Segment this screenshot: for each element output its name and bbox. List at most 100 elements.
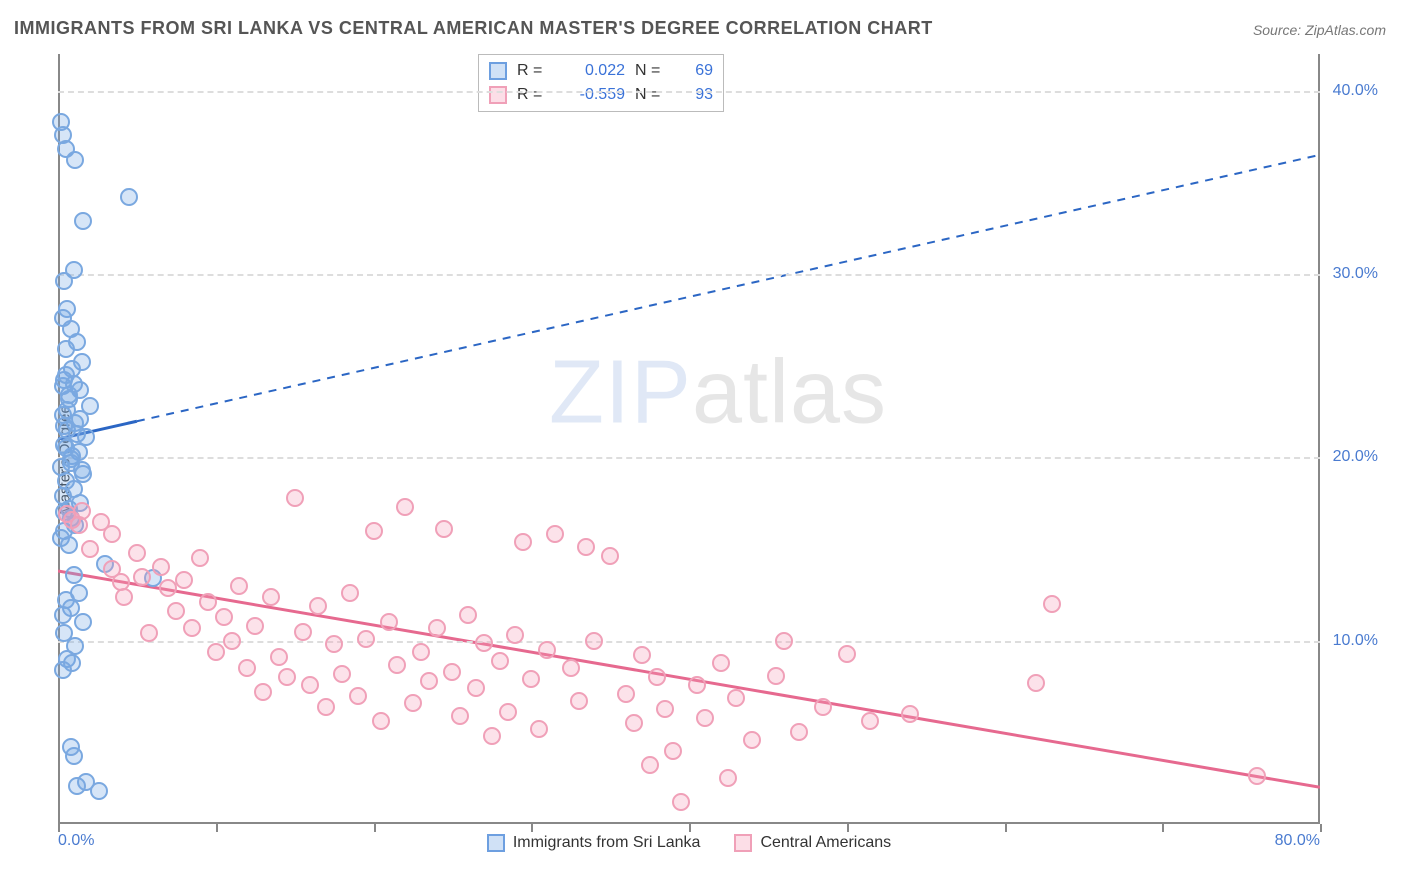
scatter-point [1027, 674, 1045, 692]
y-tick-label: 40.0% [1333, 82, 1378, 100]
scatter-point [262, 588, 280, 606]
scatter-point [648, 668, 666, 686]
y-tick-label: 30.0% [1333, 265, 1378, 283]
scatter-point [435, 520, 453, 538]
scatter-point [743, 731, 761, 749]
scatter-point [790, 723, 808, 741]
scatter-point [767, 667, 785, 685]
x-tick [531, 824, 533, 832]
scatter-point [71, 410, 89, 428]
scatter-point [412, 643, 430, 661]
scatter-point [838, 645, 856, 663]
scatter-point [388, 656, 406, 674]
scatter-point [115, 588, 133, 606]
x-tick [1320, 824, 1322, 832]
scatter-point [246, 617, 264, 635]
scatter-point [341, 584, 359, 602]
x-tick [1162, 824, 1164, 832]
scatter-point [140, 624, 158, 642]
scatter-point [396, 498, 414, 516]
scatter-point [570, 692, 588, 710]
grid-line [58, 274, 1320, 276]
legend-swatch [489, 86, 507, 104]
scatter-point [74, 212, 92, 230]
legend-label: Central Americans [760, 834, 891, 852]
x-tick-label-max: 80.0% [1275, 832, 1320, 850]
scatter-point [286, 489, 304, 507]
scatter-point [380, 613, 398, 631]
scatter-point [404, 694, 422, 712]
source-label: Source: ZipAtlas.com [1253, 22, 1386, 38]
watermark: ZIPatlas [549, 341, 887, 444]
scatter-point [459, 606, 477, 624]
scatter-point [428, 619, 446, 637]
scatter-point [357, 630, 375, 648]
scatter-point [133, 568, 151, 586]
bottom-legend: Immigrants from Sri Lanka Central America… [58, 834, 1320, 852]
stats-box: R =0.022N =69R =-0.559N =93 [478, 54, 724, 112]
scatter-point [81, 540, 99, 558]
scatter-point [215, 608, 233, 626]
scatter-point [55, 417, 73, 435]
grid-line [58, 91, 1320, 93]
scatter-point [546, 525, 564, 543]
scatter-point [814, 698, 832, 716]
scatter-point [199, 593, 217, 611]
scatter-point [775, 632, 793, 650]
scatter-point [325, 635, 343, 653]
y-tick-label: 10.0% [1333, 632, 1378, 650]
scatter-point [191, 549, 209, 567]
scatter-point [901, 705, 919, 723]
scatter-point [333, 665, 351, 683]
scatter-point [62, 738, 80, 756]
scatter-point [128, 544, 146, 562]
x-tick [58, 824, 60, 832]
page-title: IMMIGRANTS FROM SRI LANKA VS CENTRAL AME… [14, 18, 933, 39]
scatter-point [230, 577, 248, 595]
stat-n-label: N = [635, 86, 669, 104]
scatter-point [175, 571, 193, 589]
scatter-point [55, 272, 73, 290]
y2-axis [1318, 54, 1320, 824]
scatter-point [54, 661, 72, 679]
scatter-point [625, 714, 643, 732]
scatter-point [309, 597, 327, 615]
stat-n-value: 69 [679, 62, 713, 80]
scatter-point [712, 654, 730, 672]
stat-n-label: N = [635, 62, 669, 80]
scatter-point [719, 769, 737, 787]
scatter-point [278, 668, 296, 686]
scatter-point [499, 703, 517, 721]
legend-swatch [489, 62, 507, 80]
scatter-point [183, 619, 201, 637]
x-tick [374, 824, 376, 832]
legend-item: Immigrants from Sri Lanka [487, 834, 701, 852]
scatter-point [727, 689, 745, 707]
stat-r-label: R = [517, 86, 551, 104]
legend-item: Central Americans [734, 834, 891, 852]
scatter-point [420, 672, 438, 690]
scatter-point [861, 712, 879, 730]
scatter-point [1043, 595, 1061, 613]
scatter-point [522, 670, 540, 688]
stat-n-value: 93 [679, 86, 713, 104]
scatter-point [238, 659, 256, 677]
scatter-point [585, 632, 603, 650]
plot-area: ZIPatlas R =0.022N =69R =-0.559N =93 Imm… [58, 54, 1378, 824]
scatter-point [60, 536, 78, 554]
scatter-point [538, 641, 556, 659]
stat-r-label: R = [517, 62, 551, 80]
scatter-point [167, 602, 185, 620]
chart-container: Master's Degree ZIPatlas R =0.022N =69R … [14, 50, 1392, 870]
scatter-point [270, 648, 288, 666]
scatter-point [530, 720, 548, 738]
scatter-point [223, 632, 241, 650]
legend-swatch [734, 834, 752, 852]
scatter-point [696, 709, 714, 727]
scatter-point [207, 643, 225, 661]
x-tick [216, 824, 218, 832]
x-tick [689, 824, 691, 832]
grid-line [58, 457, 1320, 459]
scatter-point [451, 707, 469, 725]
x-tick [847, 824, 849, 832]
